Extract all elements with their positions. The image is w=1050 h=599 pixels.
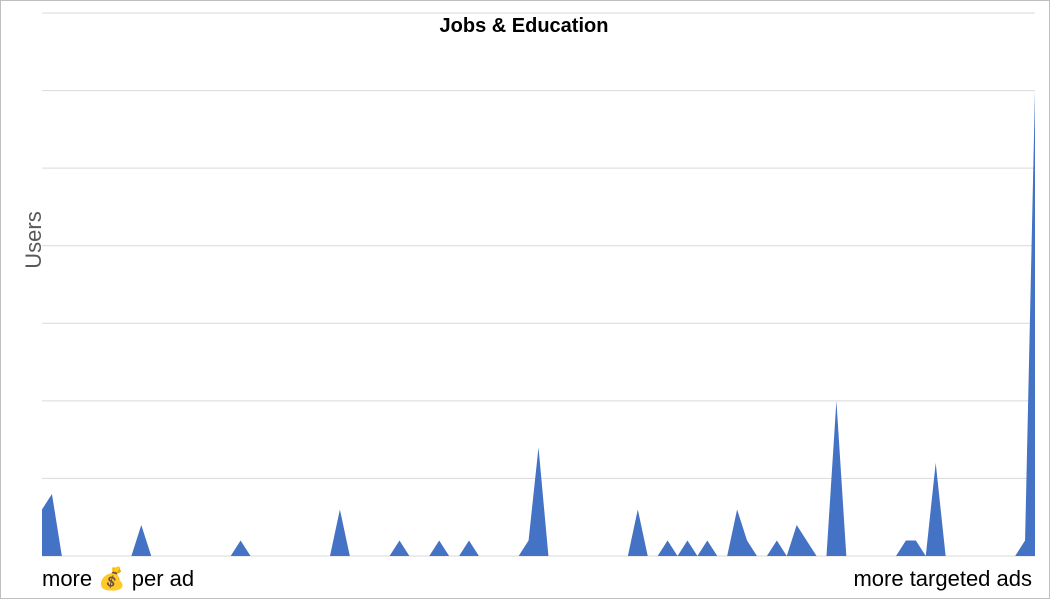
chart-title: Jobs & Education (440, 15, 609, 37)
annotation-left: more 💰 per ad (42, 566, 194, 592)
series-area (42, 90, 1035, 556)
y-axis-label: Users (21, 211, 46, 268)
area-series (42, 90, 1035, 556)
annotation-right: more targeted ads (853, 566, 1032, 591)
gridlines (42, 12, 1035, 557)
